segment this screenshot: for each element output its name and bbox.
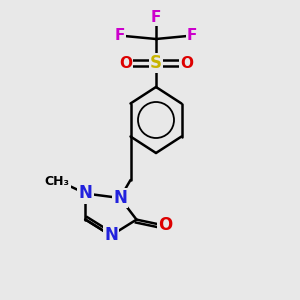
Text: F: F (187, 28, 197, 44)
Text: S: S (150, 54, 162, 72)
Text: N: N (113, 189, 127, 207)
Text: O: O (180, 56, 193, 70)
Text: N: N (79, 184, 92, 202)
Text: N: N (104, 226, 118, 244)
Text: CH₃: CH₃ (44, 175, 70, 188)
Text: F: F (151, 10, 161, 25)
Text: O: O (158, 216, 173, 234)
Text: F: F (115, 28, 125, 44)
Text: O: O (119, 56, 132, 70)
